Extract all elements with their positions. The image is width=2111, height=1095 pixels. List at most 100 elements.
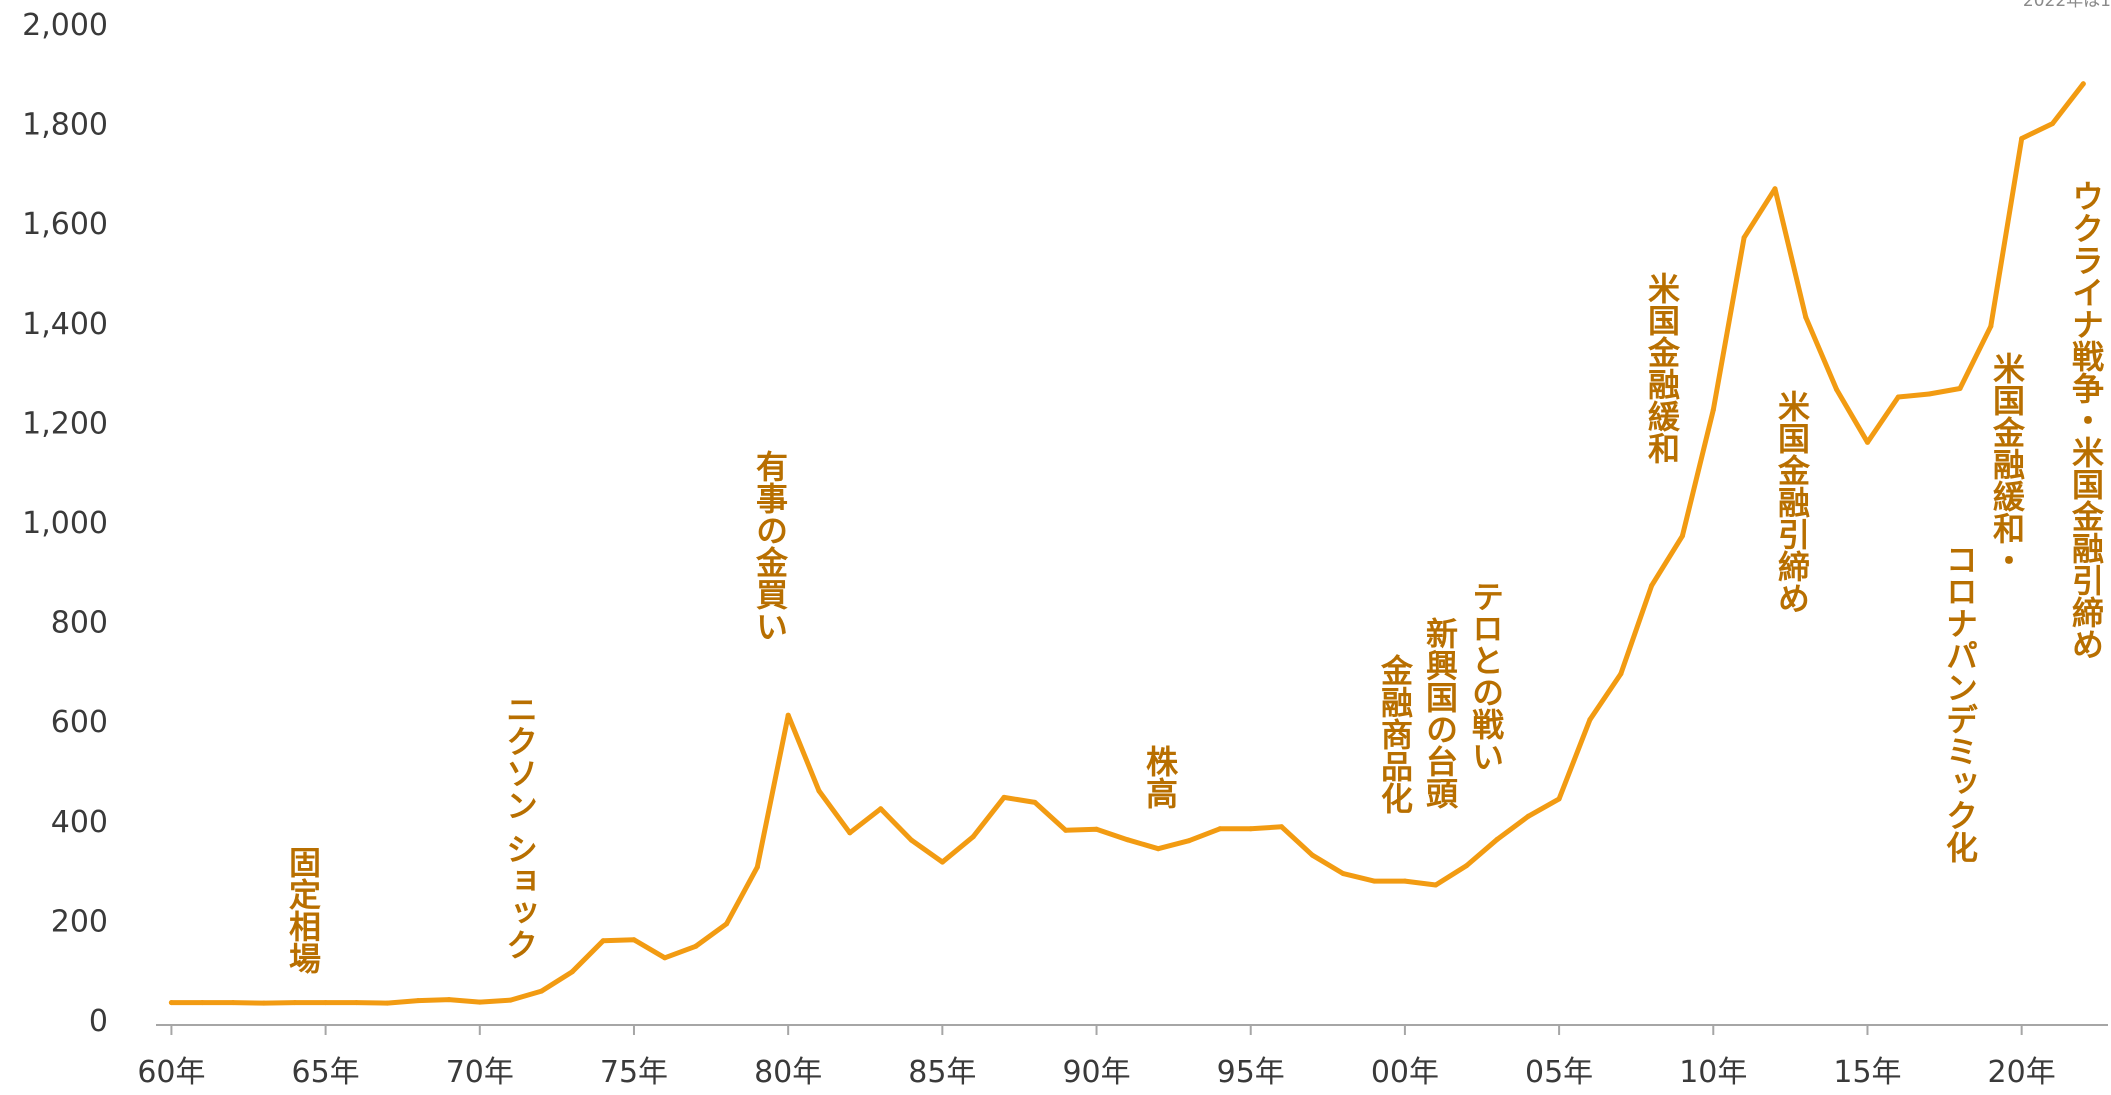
data-point [1649,583,1655,589]
data-point [1957,386,1963,391]
x-tick-label: 90年 [1062,1055,1130,1090]
annotation-label: 米国金融緩和 [1643,272,1681,464]
annotation-label: ウクライナ戦争・米国金融引締め [2067,180,2105,660]
data-point [2080,81,2086,87]
annotation-label: 金融商品化 [1376,653,1414,814]
data-point [168,1000,174,1006]
data-point [724,921,729,927]
data-point [1494,836,1500,842]
data-point [1926,391,1932,397]
y-axis: 0 200 400 600 800 1,000 1,200 1,400 1,600 1,800 2,… [22,8,108,1039]
annotation-label: 新興国の台頭 [1421,617,1459,809]
data-point [1094,826,1099,832]
data-point [693,943,699,949]
data-point [1032,799,1038,805]
data-point [508,997,514,1003]
data-point [1618,671,1624,677]
data-point [1001,794,1007,800]
data-point [662,955,668,961]
x-tick-label: 20年 [1988,1055,2056,1090]
data-point [569,969,575,975]
annotation-label: 株高 [1141,745,1179,809]
data-point [353,1000,359,1006]
data-point [2019,136,2025,141]
data-point [1865,439,1870,445]
corner-note: 2022年は1 [2023,0,2111,11]
x-tick-label: 05年 [1525,1055,1593,1090]
data-point [1217,826,1223,832]
x-tick-label: 75年 [600,1055,668,1090]
x-axis: 60年 65年 70年 75年 80年 85年 90年 95年 00年 05年 10年 15年 20年 [137,1024,2108,1090]
data-point [785,712,791,718]
data-point [1556,796,1562,802]
data-point [261,1000,267,1006]
data-point [1834,387,1840,392]
data-point [230,1000,236,1006]
data-point [1402,878,1408,884]
annotation-label: 有事の金買い [751,450,789,642]
data-point [2050,121,2055,127]
data-point [1772,186,1778,192]
data-point [1063,827,1069,833]
data-point [1464,863,1470,869]
y-tick-label: 200 [51,904,108,939]
x-tick-label: 80年 [754,1055,822,1090]
data-point [384,1000,390,1006]
data-point [600,938,606,944]
data-point [292,1000,298,1006]
data-point [1124,837,1130,843]
data-point [539,988,544,994]
annotation-label: 固定相場 [284,846,322,975]
data-point [1895,394,1901,400]
data-point [446,997,452,1003]
data-point [1988,323,1994,329]
x-tick-label: 15年 [1833,1055,1901,1090]
annotation-label: ニクソン ショック [501,693,539,960]
y-tick-label: 2,000 [22,8,108,43]
data-point [1587,717,1593,723]
data-point [1710,407,1716,413]
data-point [1248,826,1254,832]
data-point [199,1000,205,1006]
y-tick-label: 0 [89,1004,108,1039]
data-point [1679,533,1685,539]
annotation-label: テロとの戦い [1467,580,1505,772]
data-point [631,937,637,943]
y-tick-label: 1,800 [22,108,108,143]
annotation-label: 米国金融引締め [1773,390,1811,614]
x-tick-label: 10年 [1679,1055,1747,1090]
data-point [1309,852,1315,858]
data-point [816,788,822,794]
data-point [970,834,976,840]
x-tick-label: 60年 [137,1055,205,1090]
y-tick-label: 400 [51,805,108,840]
annotation-label: 米国金融緩和・ [1988,352,2026,576]
data-point [323,1000,329,1006]
y-tick-label: 1,000 [22,506,108,541]
data-point [477,999,483,1005]
data-point [1371,878,1377,884]
data-point [1803,314,1809,320]
x-tick-label: 00年 [1371,1055,1439,1090]
data-point [1186,838,1192,844]
y-tick-label: 1,600 [22,207,108,242]
annotation-label: コロナパンデミック化 [1941,543,1979,863]
y-tick-label: 600 [51,705,108,740]
data-point [1741,235,1747,241]
data-point [1525,813,1531,819]
data-point [415,998,421,1004]
x-tick-label: 70年 [446,1055,514,1090]
x-tick-label: 85年 [908,1055,976,1090]
data-point [847,830,853,836]
y-tick-label: 800 [51,606,108,641]
y-tick-label: 1,400 [22,307,108,342]
data-point [1279,824,1285,830]
y-tick-label: 1,200 [22,406,108,441]
data-point [1433,882,1439,888]
data-point [754,864,760,870]
data-point [1155,846,1161,852]
data-point [1340,871,1346,877]
